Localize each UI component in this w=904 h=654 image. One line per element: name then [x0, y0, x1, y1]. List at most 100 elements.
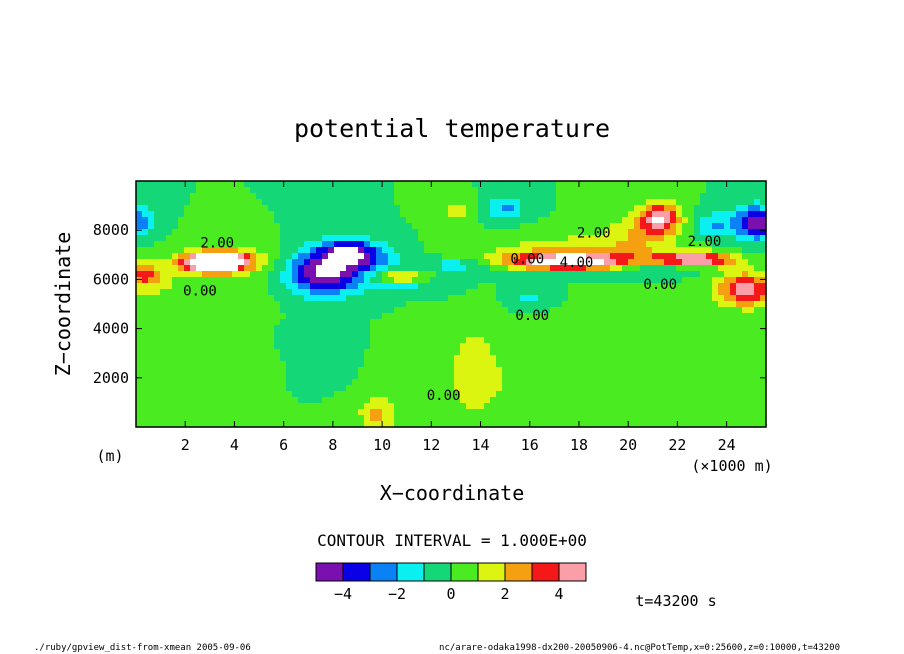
- field-cell: [652, 415, 659, 422]
- field-cell: [214, 217, 221, 224]
- field-cell: [616, 415, 623, 422]
- field-cell: [616, 343, 623, 350]
- field-cell: [394, 247, 401, 254]
- field-cell: [736, 367, 743, 374]
- field-cell: [598, 361, 605, 368]
- field-cell: [742, 343, 749, 350]
- field-cell: [604, 349, 611, 356]
- field-cell: [526, 253, 533, 260]
- field-cell: [556, 379, 563, 386]
- field-cell: [748, 241, 755, 248]
- field-cell: [286, 391, 293, 398]
- field-cell: [586, 307, 593, 314]
- field-cell: [274, 349, 281, 356]
- field-cell: [664, 337, 671, 344]
- field-cell: [526, 403, 533, 410]
- field-cell: [676, 391, 683, 398]
- field-cell: [202, 373, 209, 380]
- field-cell: [268, 205, 275, 212]
- field-cell: [250, 199, 257, 206]
- field-cell: [622, 235, 629, 242]
- field-cell: [382, 253, 389, 260]
- field-cell: [340, 301, 347, 308]
- field-cell: [496, 247, 503, 254]
- field-cell: [322, 247, 329, 254]
- field-cell: [466, 241, 473, 248]
- field-cell: [736, 421, 743, 428]
- field-cell: [664, 385, 671, 392]
- field-cell: [652, 337, 659, 344]
- field-cell: [544, 199, 551, 206]
- field-cell: [538, 421, 545, 428]
- field-cell: [220, 373, 227, 380]
- field-cell: [622, 397, 629, 404]
- field-cell: [220, 289, 227, 296]
- field-cell: [202, 301, 209, 308]
- field-cell: [484, 319, 491, 326]
- field-cell: [610, 397, 617, 404]
- field-cell: [442, 295, 449, 302]
- field-cell: [358, 301, 365, 308]
- field-cell: [514, 319, 521, 326]
- field-cell: [472, 181, 479, 188]
- field-cell: [718, 391, 725, 398]
- field-cell: [262, 229, 269, 236]
- field-cell: [670, 349, 677, 356]
- field-cell: [484, 361, 491, 368]
- field-cell: [520, 199, 527, 206]
- field-cell: [532, 187, 539, 194]
- field-cell: [538, 397, 545, 404]
- field-cell: [172, 277, 179, 284]
- field-cell: [142, 229, 149, 236]
- field-cell: [664, 397, 671, 404]
- field-cell: [634, 295, 641, 302]
- field-cell: [550, 199, 557, 206]
- field-cell: [214, 403, 221, 410]
- field-cell: [322, 355, 329, 362]
- field-cell: [682, 319, 689, 326]
- field-cell: [736, 211, 743, 218]
- field-cell: [316, 277, 323, 284]
- field-cell: [502, 193, 509, 200]
- field-cell: [166, 277, 173, 284]
- field-cell: [754, 259, 761, 266]
- field-cell: [196, 355, 203, 362]
- field-cell: [538, 319, 545, 326]
- field-cell: [574, 349, 581, 356]
- field-cell: [256, 187, 263, 194]
- field-cell: [694, 313, 701, 320]
- field-cell: [712, 199, 719, 206]
- field-cell: [508, 277, 515, 284]
- field-cell: [628, 409, 635, 416]
- field-cell: [532, 397, 539, 404]
- field-cell: [484, 397, 491, 404]
- field-cell: [556, 301, 563, 308]
- field-cell: [304, 385, 311, 392]
- field-cell: [280, 211, 287, 218]
- field-cell: [406, 223, 413, 230]
- field-cell: [220, 349, 227, 356]
- field-cell: [760, 217, 767, 224]
- field-cell: [658, 313, 665, 320]
- field-cell: [730, 283, 737, 290]
- field-cell: [454, 253, 461, 260]
- field-cell: [412, 265, 419, 272]
- field-cell: [388, 193, 395, 200]
- field-cell: [262, 271, 269, 278]
- field-cell: [406, 211, 413, 218]
- field-cell: [586, 301, 593, 308]
- field-cell: [652, 331, 659, 338]
- field-cell: [688, 349, 695, 356]
- field-cell: [400, 385, 407, 392]
- field-cell: [148, 403, 155, 410]
- field-cell: [628, 319, 635, 326]
- field-cell: [208, 301, 215, 308]
- field-cell: [448, 409, 455, 416]
- field-cell: [178, 229, 185, 236]
- field-cell: [250, 211, 257, 218]
- field-cell: [160, 241, 167, 248]
- field-cell: [286, 355, 293, 362]
- field-cell: [628, 379, 635, 386]
- field-cell: [310, 277, 317, 284]
- field-cell: [658, 289, 665, 296]
